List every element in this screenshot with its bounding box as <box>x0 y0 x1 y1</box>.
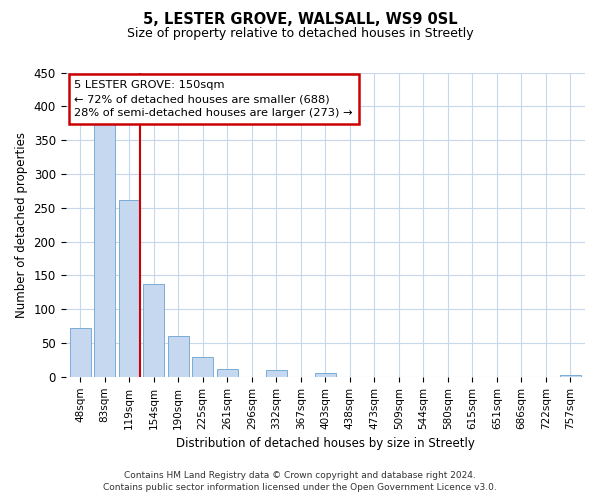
Text: Contains HM Land Registry data © Crown copyright and database right 2024.
Contai: Contains HM Land Registry data © Crown c… <box>103 471 497 492</box>
Bar <box>193 357 213 377</box>
Bar <box>94 121 115 377</box>
Text: 5 LESTER GROVE: 150sqm
← 72% of detached houses are smaller (688)
28% of semi-de: 5 LESTER GROVE: 150sqm ← 72% of detached… <box>74 80 353 118</box>
Bar <box>168 336 188 377</box>
Bar <box>119 200 140 377</box>
Text: Size of property relative to detached houses in Streetly: Size of property relative to detached ho… <box>127 28 473 40</box>
Bar <box>143 284 164 377</box>
Bar <box>70 328 91 377</box>
Bar <box>217 370 238 377</box>
X-axis label: Distribution of detached houses by size in Streetly: Distribution of detached houses by size … <box>176 437 475 450</box>
Text: 5, LESTER GROVE, WALSALL, WS9 0SL: 5, LESTER GROVE, WALSALL, WS9 0SL <box>143 12 457 28</box>
Bar <box>315 374 335 377</box>
Bar <box>266 370 287 377</box>
Y-axis label: Number of detached properties: Number of detached properties <box>15 132 28 318</box>
Bar <box>560 375 581 377</box>
